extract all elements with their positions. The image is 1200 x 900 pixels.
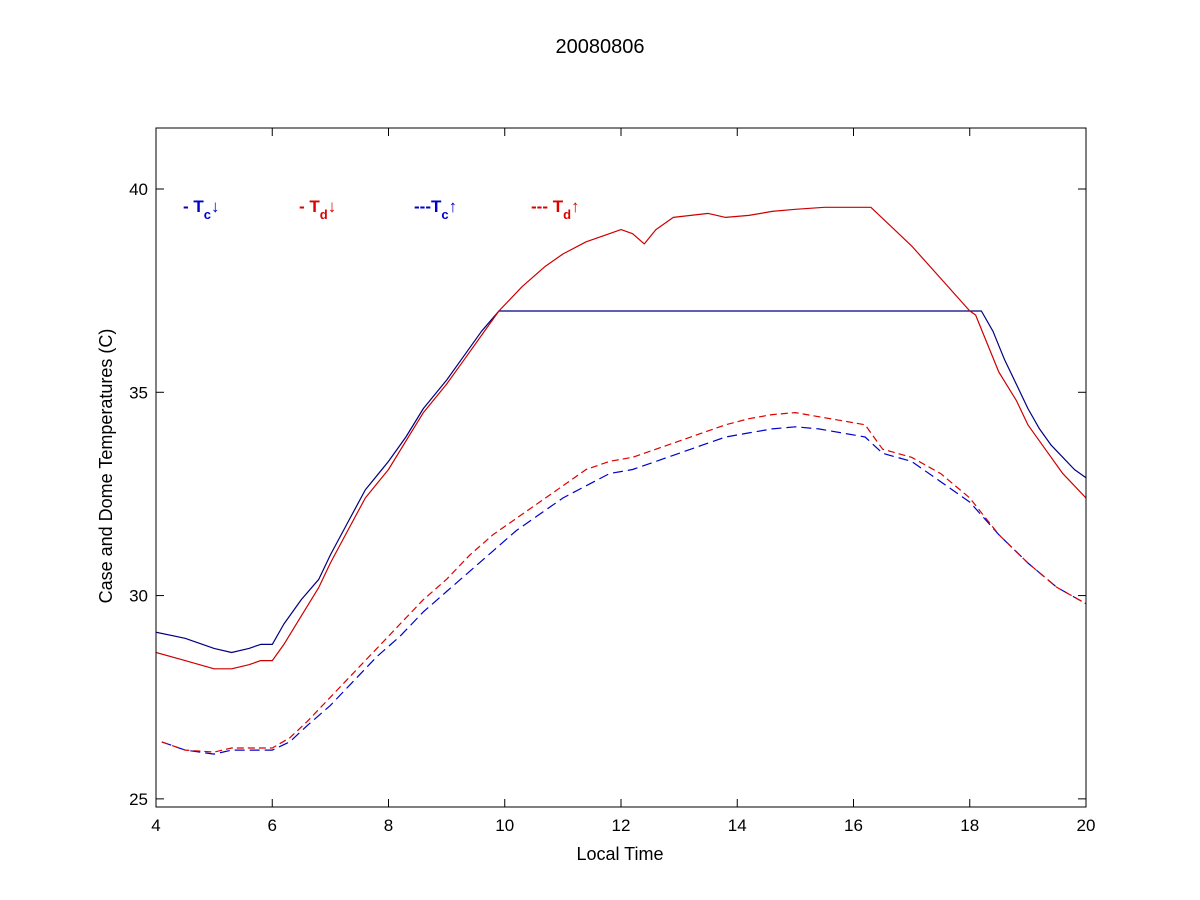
x-tick-label: 4 — [151, 816, 160, 835]
x-tick-label: 8 — [384, 816, 393, 835]
series-line-td_up — [161, 412, 1086, 753]
legend-entry-label: --- Td↑ — [531, 197, 580, 222]
series-line-td_down — [156, 206, 1086, 670]
x-tick-label: 10 — [495, 816, 514, 835]
axes-layer: 4 6 8 10 12 14 16 18 20 25 30 35 40 — [129, 127, 1096, 835]
series-line-tc_up — [161, 426, 1086, 755]
legend: - Tc↓ - Td↓ ---Tc↑ --- Td↑ — [183, 197, 580, 222]
y-axis-label: Case and Dome Temperatures (C) — [96, 329, 116, 604]
x-tick-label: 14 — [728, 816, 747, 835]
legend-entry: --- Td↑ — [531, 197, 580, 222]
y-tick-label: 40 — [129, 180, 148, 199]
legend-entry: ---Tc↑ — [414, 197, 457, 222]
x-tick-label: 6 — [268, 816, 277, 835]
x-tick-label: 18 — [960, 816, 979, 835]
series-layer — [156, 206, 1086, 755]
legend-entry: - Td↓ — [299, 197, 336, 222]
series-line-tc_down — [156, 310, 1086, 654]
y-tick-label: 25 — [129, 790, 148, 809]
x-tick-label: 12 — [612, 816, 631, 835]
x-axis-label: Local Time — [576, 844, 663, 864]
legend-entry: - Tc↓ — [183, 197, 220, 222]
x-tick-label: 16 — [844, 816, 863, 835]
x-tick-label: 20 — [1077, 816, 1096, 835]
legend-entry-label: - Td↓ — [299, 197, 336, 222]
legend-entry-label: ---Tc↑ — [414, 197, 457, 222]
y-tick-label: 35 — [129, 383, 148, 402]
y-tick-label: 30 — [129, 587, 148, 606]
legend-entry-label: - Tc↓ — [183, 197, 220, 222]
chart-title: 20080806 — [556, 36, 645, 58]
